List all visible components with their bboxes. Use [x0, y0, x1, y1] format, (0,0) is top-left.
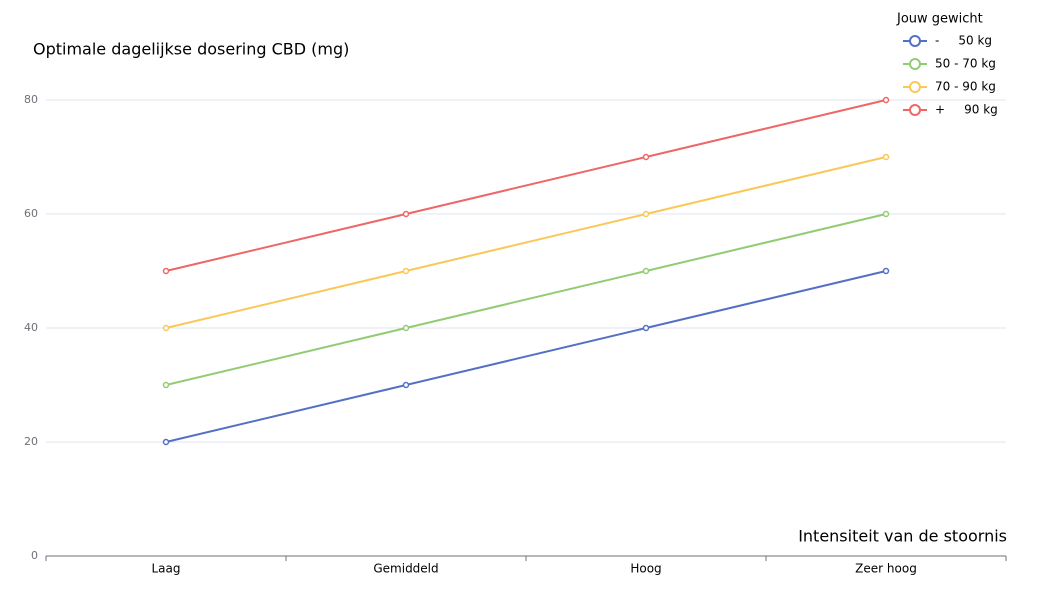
data-point: [402, 210, 410, 218]
data-point: [162, 381, 170, 389]
data-point: [162, 438, 170, 446]
series-line: [165, 213, 887, 386]
series-line: [165, 156, 887, 329]
legend-marker: [909, 104, 921, 116]
x-tick-label: Laag: [151, 562, 180, 576]
series-line: [165, 99, 887, 272]
x-tick-label: Hoog: [630, 562, 661, 576]
data-point: [882, 210, 890, 218]
data-point: [882, 153, 890, 161]
x-tick-label: Gemiddeld: [373, 562, 438, 576]
legend-marker: [909, 81, 921, 93]
y-tick-label: 80: [24, 93, 38, 106]
data-point: [642, 267, 650, 275]
data-point: [882, 267, 890, 275]
data-point: [162, 267, 170, 275]
y-tick-label: 0: [31, 549, 38, 562]
legend-marker: [909, 35, 921, 47]
legend-title: Jouw gewicht: [896, 12, 983, 27]
data-point: [642, 324, 650, 332]
data-point: [642, 153, 650, 161]
data-point: [402, 324, 410, 332]
y-tick-label: 40: [24, 321, 38, 334]
x-axis-label: Intensiteit van de stoornis: [798, 527, 1007, 546]
data-point: [402, 267, 410, 275]
data-point: [882, 96, 890, 104]
data-point: [642, 210, 650, 218]
legend-label: 50 - 70 kg: [935, 57, 996, 71]
legend-marker: [909, 58, 921, 70]
data-point: [162, 324, 170, 332]
series-line: [165, 270, 887, 443]
chart-title: Optimale dagelijkse dosering CBD (mg): [33, 40, 349, 59]
y-tick-label: 20: [24, 435, 38, 448]
x-tick-label: Zeer hoog: [855, 562, 917, 576]
legend-label: + 90 kg: [935, 103, 998, 117]
data-point: [402, 381, 410, 389]
legend-label: 70 - 90 kg: [935, 80, 996, 94]
legend-label: - 50 kg: [935, 34, 992, 48]
y-tick-label: 60: [24, 207, 38, 220]
